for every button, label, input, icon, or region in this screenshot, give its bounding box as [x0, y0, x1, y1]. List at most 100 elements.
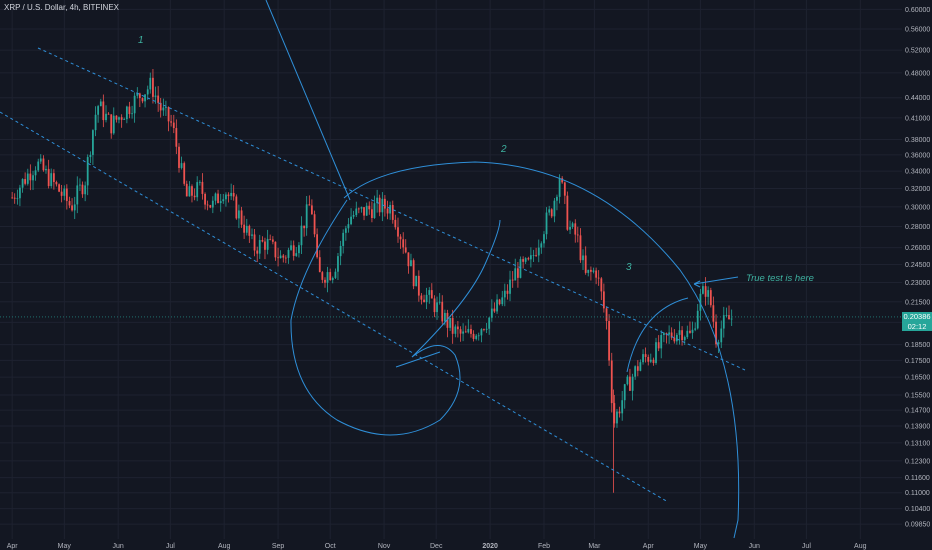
candle-body — [274, 241, 277, 258]
candle-body — [178, 146, 180, 168]
candle-body — [60, 191, 63, 196]
candle-body — [258, 240, 261, 254]
candle-body — [636, 366, 639, 371]
candle-body — [371, 209, 373, 218]
drawing-layer[interactable]: 1 2 3 True test is here — [0, 0, 814, 539]
candle-body — [517, 268, 519, 278]
candle-body — [655, 342, 657, 363]
price-tick-label: 0.17500 — [905, 358, 930, 365]
candle-body — [326, 272, 329, 283]
candle-body — [24, 179, 27, 184]
price-tick-label: 0.38000 — [905, 137, 930, 144]
candle-body — [712, 305, 715, 322]
candle-body — [394, 219, 397, 228]
candle-body — [569, 226, 571, 230]
price-tick-label: 0.44000 — [905, 95, 930, 102]
candle-body — [553, 200, 556, 217]
price-tick-label: 0.48000 — [905, 70, 930, 77]
candle-body — [446, 312, 449, 328]
candle-body — [563, 182, 566, 196]
candle-body — [509, 279, 511, 294]
trend-line-small[interactable] — [395, 351, 441, 368]
trend-line[interactable] — [265, 0, 351, 201]
candle-body — [235, 196, 238, 219]
time-axis[interactable]: Apr May Jun Jul Aug Sep Oct Nov Dec 2020 Feb Mar Apr… — [0, 539, 932, 550]
candle-body — [222, 199, 225, 202]
price-tick-label: 0.10400 — [905, 506, 930, 513]
candle-body — [535, 255, 537, 256]
candle-body — [99, 101, 102, 107]
candle-body — [149, 77, 152, 90]
time-tick-label: Oct — [325, 543, 336, 550]
price-tick-label: 0.12300 — [905, 458, 930, 465]
candle-body — [543, 234, 545, 244]
candle-body — [595, 270, 598, 278]
channel-lower-line[interactable] — [0, 111, 669, 503]
time-tick-label: Jul — [802, 543, 811, 550]
candle-body — [428, 290, 431, 295]
candle-body — [600, 278, 603, 292]
candle-body — [324, 279, 326, 283]
price-tick-label: 0.36000 — [905, 152, 930, 159]
candle-body — [373, 203, 376, 218]
candle-body — [308, 204, 311, 206]
candle-body — [579, 235, 582, 261]
candle-body — [459, 329, 462, 334]
channel-upper-line[interactable] — [37, 47, 746, 371]
candle-body — [232, 192, 235, 197]
candle-body — [430, 290, 433, 299]
candle-body — [490, 308, 493, 318]
projection-arc[interactable] — [626, 297, 689, 373]
candle-body — [290, 245, 292, 250]
candle-body — [16, 198, 19, 200]
candle-body — [675, 334, 678, 342]
wave-label-1: 1 — [138, 35, 144, 46]
candle-body — [209, 205, 212, 208]
candle-body — [501, 297, 504, 305]
candle-body — [133, 95, 136, 114]
candle-body — [120, 117, 123, 120]
candle-body — [722, 315, 725, 329]
candle-body — [715, 321, 717, 345]
candle-body — [339, 245, 342, 257]
candle-body — [548, 209, 551, 213]
candle-body — [84, 185, 87, 195]
candle-body — [97, 106, 100, 115]
price-axis[interactable]: 0.60000 0.56000 0.52000 0.48000 0.44000 0.410… — [902, 0, 932, 550]
candle-body — [681, 330, 683, 341]
candle-body — [240, 210, 243, 225]
price-tick-label: 0.26000 — [905, 245, 930, 252]
candle-body — [420, 295, 423, 300]
fib-arc-large[interactable] — [290, 199, 461, 436]
candle-body — [485, 328, 488, 330]
fib-circle-large[interactable] — [343, 161, 740, 539]
candle-body — [81, 184, 84, 195]
candle-body — [352, 215, 355, 217]
time-tick-label: Nov — [378, 543, 391, 550]
candle-body — [63, 188, 66, 196]
candle-body — [629, 376, 631, 391]
annotation-arrow[interactable] — [693, 276, 739, 288]
time-tick-label: Feb — [538, 543, 550, 550]
candle-body — [115, 115, 118, 120]
candle-body — [198, 181, 201, 183]
price-tick-label: 0.11000 — [905, 490, 930, 497]
candle-body — [201, 181, 204, 194]
candle-body — [162, 107, 165, 111]
candle-body — [303, 225, 306, 229]
candle-body — [318, 257, 321, 273]
candle-body — [610, 360, 613, 404]
chart-grid — [0, 0, 902, 539]
candle-body — [657, 342, 660, 349]
candle-body — [623, 384, 626, 401]
candle-body — [47, 168, 50, 187]
candle-body — [138, 93, 141, 99]
candle-body — [639, 362, 642, 371]
candle-body — [720, 328, 723, 343]
candle-body — [673, 337, 676, 342]
candle-body — [76, 185, 79, 205]
candle-body — [107, 113, 110, 115]
candle-body — [105, 113, 107, 121]
time-tick-label: Jun — [749, 543, 760, 550]
